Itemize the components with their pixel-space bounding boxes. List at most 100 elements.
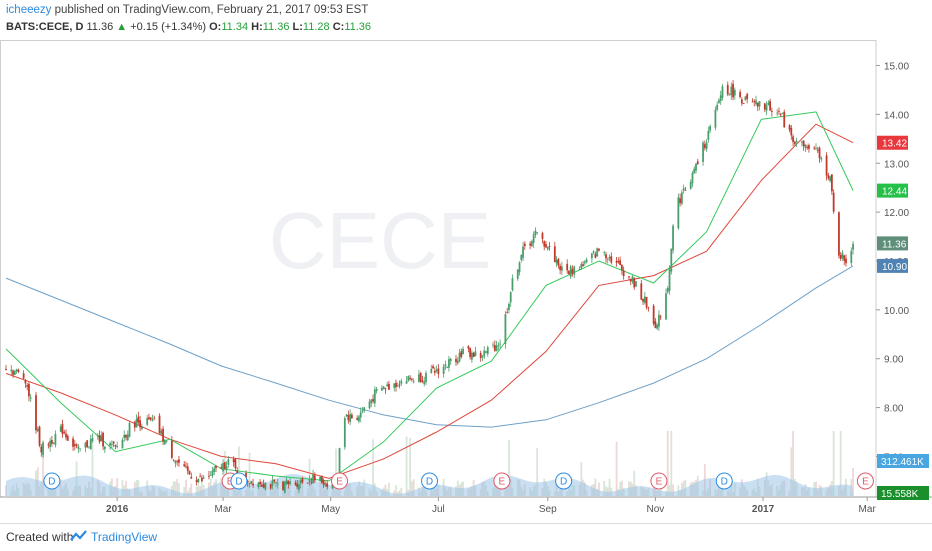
candle-body	[642, 298, 644, 302]
candle-body	[396, 385, 399, 387]
volume-bar	[183, 486, 186, 496]
candle-body	[815, 148, 817, 149]
volume-bar	[605, 486, 607, 496]
event-marker[interactable]	[493, 472, 511, 490]
event-marker[interactable]	[230, 472, 248, 490]
candle-body	[248, 483, 251, 484]
candle-body	[382, 386, 385, 389]
candle-body	[153, 417, 156, 419]
event-marker[interactable]	[856, 472, 874, 490]
candle-body	[209, 474, 212, 476]
candle-body	[252, 483, 254, 486]
candle-body	[733, 89, 736, 96]
candle-body	[829, 176, 832, 181]
candle-body	[592, 251, 595, 253]
candle-body	[677, 197, 680, 229]
candle-body	[740, 99, 743, 104]
candle-body	[5, 368, 7, 371]
candle-body	[42, 442, 44, 456]
candle-body	[15, 369, 18, 372]
candle-body	[672, 225, 674, 251]
candle-body	[716, 104, 719, 110]
price-label-box	[877, 135, 908, 150]
candle-body	[469, 347, 472, 358]
candle-body	[421, 380, 424, 382]
x-tick-label: Sep	[539, 504, 557, 515]
event-marker[interactable]	[43, 472, 61, 490]
candle-body	[52, 442, 55, 444]
sma-slow-line	[5, 265, 854, 428]
candle-body	[324, 483, 327, 487]
candle-body	[285, 479, 288, 485]
candle-body	[372, 399, 374, 402]
candle-body	[121, 439, 124, 449]
candle-body	[682, 188, 685, 191]
tradingview-brand-link[interactable]: TradingView	[91, 530, 158, 544]
candle-body	[645, 296, 648, 308]
event-marker[interactable]	[650, 472, 668, 490]
candle-body	[116, 446, 119, 447]
candle-body	[718, 100, 720, 103]
x-tick-label: May	[321, 504, 340, 515]
y-tick-label: 9.00	[884, 355, 904, 366]
candle-body	[213, 468, 216, 473]
event-marker-label: D	[235, 477, 242, 488]
candle-body	[793, 142, 796, 144]
candle-body	[312, 474, 314, 484]
candle-body	[693, 168, 696, 174]
volume-bar	[398, 490, 401, 496]
candle-body	[516, 269, 519, 279]
candle-body	[792, 136, 794, 142]
candle-body	[555, 259, 558, 264]
event-marker[interactable]	[555, 472, 573, 490]
candle-body	[257, 482, 260, 488]
candle-body	[356, 418, 359, 420]
event-marker[interactable]	[715, 472, 733, 490]
candle-body	[751, 101, 754, 103]
candle-body	[289, 481, 292, 485]
low-label: L:	[292, 21, 303, 33]
candle-body	[133, 421, 136, 428]
volume-bar	[670, 431, 673, 496]
candle-body	[227, 459, 230, 465]
candle-body	[666, 288, 669, 293]
candle-body	[174, 460, 177, 464]
candle-body	[320, 476, 323, 483]
candle-body	[569, 266, 572, 277]
candle-body	[65, 433, 67, 438]
candle-body	[825, 155, 828, 176]
candle-body	[606, 259, 609, 260]
price-chart[interactable]: CECE15.0014.0013.0012.0011.0010.009.008.…	[0, 40, 932, 523]
candle-body	[665, 293, 667, 320]
candle-body	[808, 145, 810, 149]
candle-body	[522, 246, 524, 258]
candle-body	[393, 383, 396, 388]
candle-body	[702, 142, 704, 162]
event-marker[interactable]	[331, 472, 349, 490]
candle-body	[380, 387, 383, 391]
volume-bar	[91, 434, 94, 496]
candle-body	[140, 426, 143, 429]
low-value: 11.28	[302, 21, 330, 33]
author-link[interactable]: icheeezy	[6, 4, 52, 16]
price-label-box	[877, 183, 908, 198]
candle-body	[726, 84, 729, 95]
candle-body	[839, 254, 842, 259]
candle-body	[446, 367, 449, 368]
candle-body	[568, 270, 570, 275]
event-marker[interactable]	[421, 472, 439, 490]
volume-bar	[668, 484, 671, 496]
candle-body	[100, 435, 103, 442]
candle-body	[84, 442, 87, 448]
candle-body	[326, 483, 329, 487]
candle-body	[322, 480, 325, 485]
candle-body	[246, 481, 249, 483]
candle-body	[310, 482, 313, 484]
candle-body	[806, 147, 809, 149]
candle-body	[26, 385, 29, 387]
candle-body	[77, 446, 80, 449]
candle-body	[689, 182, 692, 190]
candle-body	[523, 243, 526, 247]
candle-body	[47, 444, 50, 446]
candle-body	[458, 352, 461, 362]
